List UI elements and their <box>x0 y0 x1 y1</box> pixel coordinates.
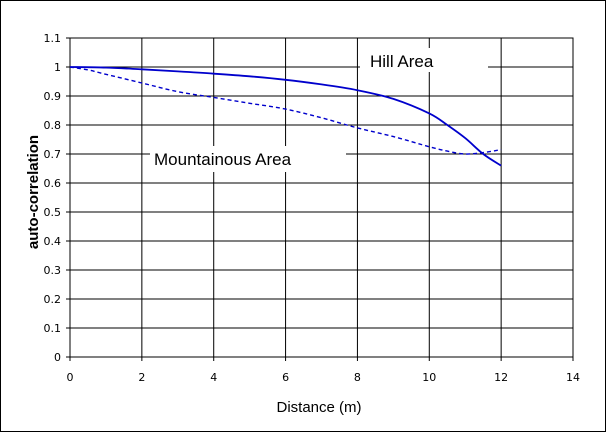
x-tick-label: 10 <box>422 371 436 384</box>
x-tick-label: 6 <box>282 371 289 384</box>
x-tick-label: 8 <box>354 371 361 384</box>
y-axis-title: auto-correlation <box>25 135 42 249</box>
annotation-hill-area-label: Hill Area <box>370 52 434 71</box>
y-tick-label: 0.3 <box>44 264 62 277</box>
series-layer <box>69 66 502 167</box>
plot-area-border <box>69 37 574 358</box>
y-tick-label: 0 <box>54 351 61 364</box>
y-tick-label: 0.1 <box>44 322 62 335</box>
annotation-hill-area: Hill Area <box>360 48 488 72</box>
tick-labels: 0 0.1 0.2 0.3 0.4 0.5 0.6 0.7 0.8 0.9 1 1.1 0 2 4 6 8 10 1… <box>44 32 581 384</box>
y-tick-label: 0.9 <box>44 90 62 103</box>
x-tick-label: 2 <box>138 371 145 384</box>
y-tick-label: 0.2 <box>44 293 62 306</box>
x-tick-label: 4 <box>210 371 217 384</box>
y-tick-label: 0.4 <box>44 235 62 248</box>
x-tick-label: 0 <box>67 371 74 384</box>
x-tick-label: 12 <box>494 371 508 384</box>
annotation-hill-area-bg <box>360 48 488 72</box>
y-tick-label: 0.5 <box>44 206 62 219</box>
x-axis-title: Distance (m) <box>276 399 361 416</box>
annotation-mountainous-area-bg <box>150 146 346 172</box>
y-tick-label: 0.8 <box>44 119 62 132</box>
annotation-mountainous-area-label: Mountainous Area <box>154 150 292 169</box>
series-line-hill-area <box>69 66 502 167</box>
y-tick-label: 0.7 <box>44 148 62 161</box>
grid-lines <box>66 37 574 361</box>
x-tick-label: 14 <box>566 371 580 384</box>
y-tick-label: 0.6 <box>44 177 62 190</box>
y-tick-label: 1.1 <box>44 32 62 45</box>
y-tick-label: 1 <box>54 61 61 74</box>
annotation-mountainous-area: Mountainous Area <box>150 146 346 172</box>
series-line-mountainous-area <box>69 66 502 155</box>
